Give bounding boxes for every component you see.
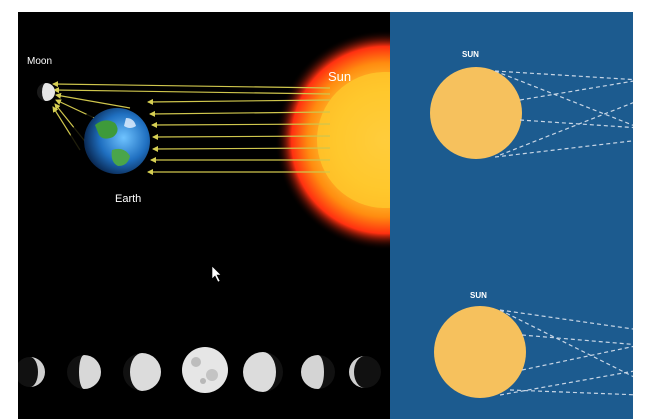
moon-phases-row [18,347,381,393]
moon-phase-waxing-gibbous [123,353,161,391]
earth [70,108,150,174]
sun-disc [317,72,390,208]
sunlight-rays-to-earth [147,98,331,175]
moon-label: Moon [27,56,53,67]
sun-disc-top [430,67,522,159]
mouse-cursor-icon [211,265,222,283]
moon [37,83,55,101]
sun-label-top: SUN [462,50,479,59]
moon-phase-full-moon [182,347,228,393]
sun-label: Sun [328,69,352,84]
moon-phase-waning-crescent [349,356,381,388]
sun-disc-bottom [434,306,526,398]
sun-rays-bottom [499,309,633,396]
earth-label: Earth [115,193,142,205]
sun-rays-top [494,70,633,158]
moon-phase-waning-gibbous [243,352,283,392]
sun-label-bottom: SUN [470,291,487,300]
moon-phase-waxing-crescent [18,357,45,387]
moon-phase-last-quarter [301,355,335,389]
moon-phase-first-quarter [67,355,101,389]
